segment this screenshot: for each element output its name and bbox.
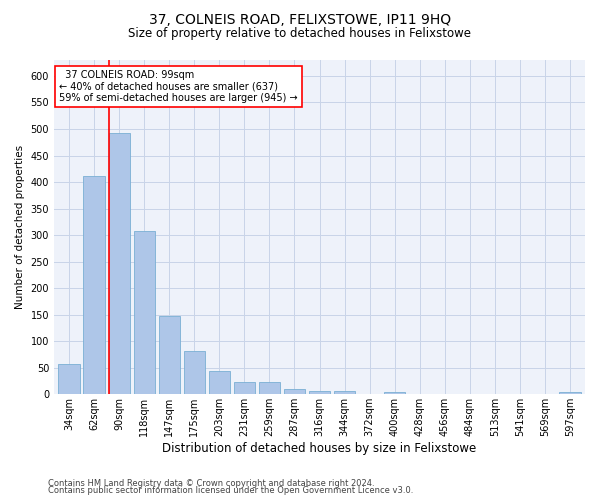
- Bar: [234, 382, 255, 394]
- Y-axis label: Number of detached properties: Number of detached properties: [15, 145, 25, 309]
- Text: Contains HM Land Registry data © Crown copyright and database right 2024.: Contains HM Land Registry data © Crown c…: [48, 478, 374, 488]
- Bar: [559, 392, 581, 394]
- Bar: [158, 316, 180, 394]
- X-axis label: Distribution of detached houses by size in Felixstowe: Distribution of detached houses by size …: [163, 442, 476, 455]
- Bar: [259, 382, 280, 394]
- Text: 37 COLNEIS ROAD: 99sqm  
← 40% of detached houses are smaller (637)
59% of semi-: 37 COLNEIS ROAD: 99sqm ← 40% of detached…: [59, 70, 298, 103]
- Bar: [134, 232, 155, 394]
- Bar: [384, 392, 406, 394]
- Bar: [83, 176, 105, 394]
- Bar: [284, 389, 305, 394]
- Text: Contains public sector information licensed under the Open Government Licence v3: Contains public sector information licen…: [48, 486, 413, 495]
- Bar: [209, 371, 230, 394]
- Text: 37, COLNEIS ROAD, FELIXSTOWE, IP11 9HQ: 37, COLNEIS ROAD, FELIXSTOWE, IP11 9HQ: [149, 12, 451, 26]
- Bar: [109, 132, 130, 394]
- Bar: [309, 391, 330, 394]
- Text: Size of property relative to detached houses in Felixstowe: Size of property relative to detached ho…: [128, 28, 472, 40]
- Bar: [58, 364, 80, 394]
- Bar: [184, 351, 205, 395]
- Bar: [334, 391, 355, 394]
